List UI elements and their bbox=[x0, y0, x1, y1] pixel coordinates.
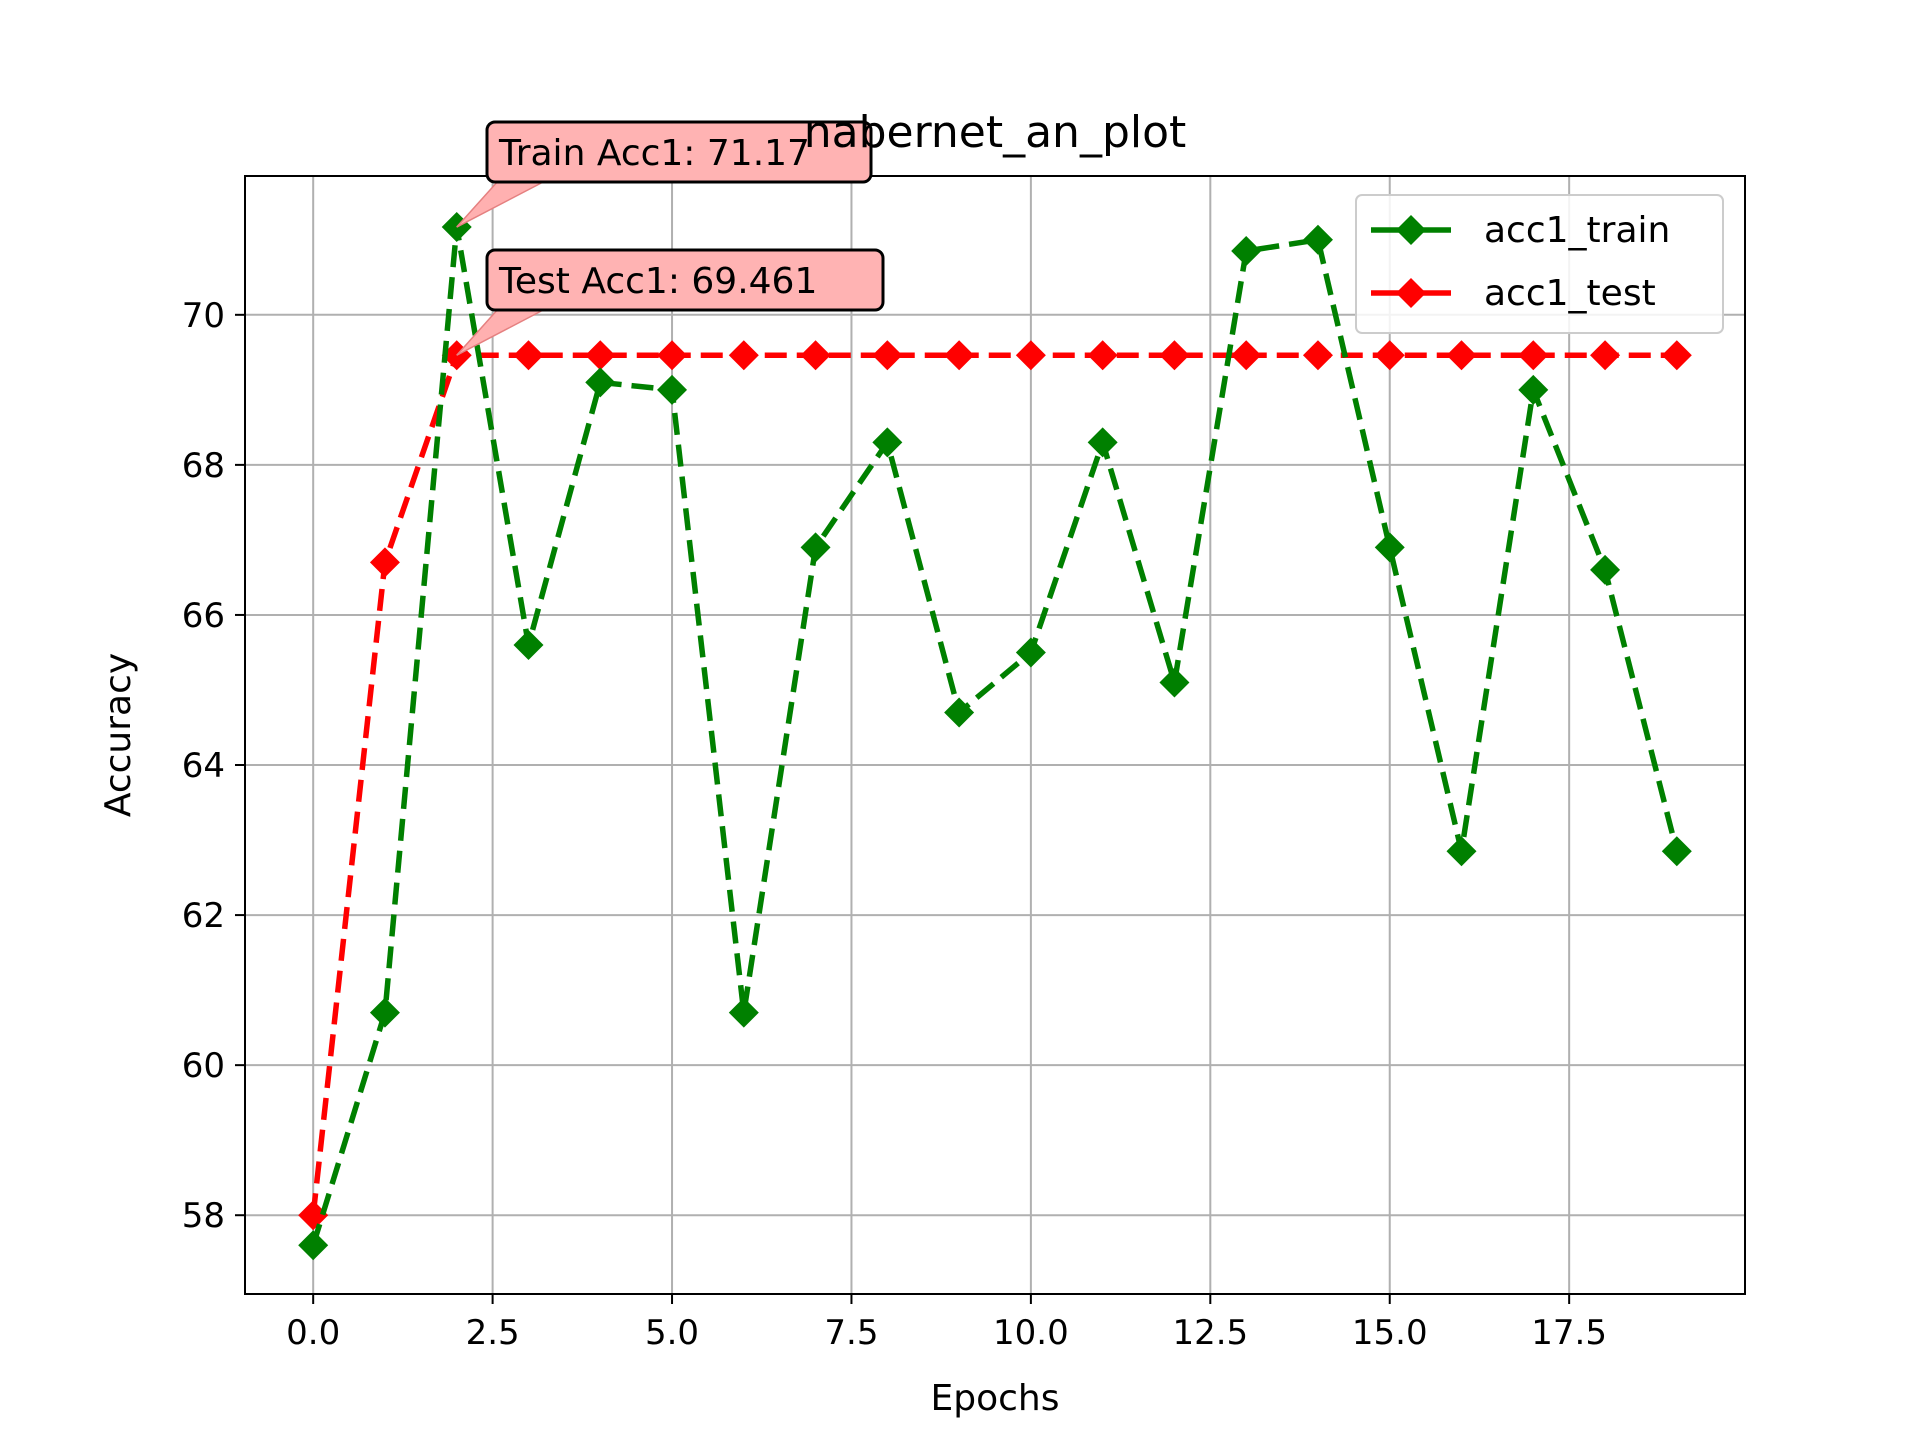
data-point bbox=[1159, 667, 1190, 698]
data-point bbox=[872, 340, 903, 371]
series-acc1_test bbox=[298, 340, 1692, 1231]
x-axis-label: Epochs bbox=[931, 1378, 1060, 1419]
data-point bbox=[369, 997, 400, 1028]
data-point bbox=[298, 1230, 329, 1261]
data-point bbox=[298, 1200, 329, 1231]
legend: acc1_train acc1_test bbox=[1355, 194, 1724, 334]
data-point bbox=[872, 427, 903, 458]
y-tick-label: 66 bbox=[182, 596, 225, 636]
x-tick-label: 12.5 bbox=[1172, 1313, 1248, 1353]
data-point bbox=[1446, 836, 1477, 867]
x-tick-label: 7.5 bbox=[824, 1313, 878, 1353]
data-point bbox=[1590, 554, 1621, 585]
data-point bbox=[1015, 637, 1046, 668]
data-point bbox=[1518, 374, 1549, 405]
annotation-box bbox=[485, 120, 873, 184]
data-point bbox=[657, 340, 688, 371]
data-point bbox=[513, 340, 544, 371]
data-point bbox=[1446, 340, 1477, 371]
annotation: Train Acc1: 71.17 bbox=[456, 120, 873, 228]
series-acc1_train bbox=[298, 212, 1692, 1261]
grid bbox=[245, 176, 1745, 1294]
data-point bbox=[585, 340, 616, 371]
data-point bbox=[1302, 340, 1333, 371]
data-point bbox=[1661, 836, 1692, 867]
data-point bbox=[944, 697, 975, 728]
y-tick-label: 62 bbox=[182, 896, 225, 936]
data-point bbox=[1087, 427, 1118, 458]
chart-title: nabernet_an_plot bbox=[804, 107, 1187, 158]
y-tick-label: 58 bbox=[182, 1196, 225, 1236]
annotation-arrow bbox=[456, 179, 548, 228]
data-point bbox=[1590, 340, 1621, 371]
y-tick-label: 70 bbox=[182, 296, 225, 336]
legend-marker bbox=[1396, 278, 1426, 308]
data-point bbox=[800, 532, 831, 563]
x-tick-label: 15.0 bbox=[1352, 1313, 1428, 1353]
y-tick-label: 64 bbox=[182, 746, 225, 786]
legend-entry-acc1_test: acc1_test bbox=[1371, 273, 1656, 314]
data-point bbox=[1231, 340, 1262, 371]
data-point bbox=[1518, 340, 1549, 371]
legend-label: acc1_test bbox=[1484, 273, 1656, 314]
series-line bbox=[310, 224, 1680, 1247]
axis-ticks: 0.0 2.5 5.0 7.5 10.0 12.5 15.0 17.5 58 60 62 64 66 68… bbox=[182, 296, 1607, 1353]
x-tick-label: 17.5 bbox=[1531, 1313, 1607, 1353]
data-point bbox=[585, 367, 616, 398]
data-point bbox=[728, 997, 759, 1028]
legend-label: acc1_train bbox=[1484, 210, 1670, 251]
data-point bbox=[1374, 532, 1405, 563]
data-point bbox=[1302, 224, 1333, 255]
plot-frame bbox=[244, 175, 1746, 1295]
annotations: Train Acc1: 71.17 Test Acc1: 69.461 bbox=[456, 120, 885, 356]
data-point bbox=[657, 374, 688, 405]
y-axis-label: Accuracy bbox=[98, 653, 139, 817]
legend-entry-acc1_train: acc1_train bbox=[1371, 210, 1670, 251]
data-point bbox=[513, 629, 544, 660]
data-point bbox=[1374, 340, 1405, 371]
x-tick-label: 5.0 bbox=[645, 1313, 699, 1353]
data-point bbox=[800, 340, 831, 371]
x-tick-label: 2.5 bbox=[466, 1313, 520, 1353]
data-point bbox=[944, 340, 975, 371]
data-point bbox=[1661, 340, 1692, 371]
annotation-box bbox=[485, 248, 885, 312]
annotation-text: Test Acc1: 69.461 bbox=[498, 261, 817, 302]
data-point bbox=[1087, 340, 1118, 371]
legend-marker bbox=[1396, 215, 1426, 245]
y-tick-label: 68 bbox=[182, 446, 225, 486]
annotation: Test Acc1: 69.461 bbox=[456, 248, 885, 356]
data-point bbox=[1159, 340, 1190, 371]
data-point bbox=[369, 547, 400, 578]
x-tick-label: 0.0 bbox=[286, 1313, 340, 1353]
annotation-text: Train Acc1: 71.17 bbox=[498, 133, 810, 174]
x-tick-label: 10.0 bbox=[993, 1313, 1069, 1353]
data-point bbox=[728, 340, 759, 371]
data-point bbox=[1231, 236, 1262, 267]
series-layer bbox=[298, 212, 1692, 1261]
y-tick-label: 60 bbox=[182, 1046, 225, 1086]
data-point bbox=[1015, 340, 1046, 371]
